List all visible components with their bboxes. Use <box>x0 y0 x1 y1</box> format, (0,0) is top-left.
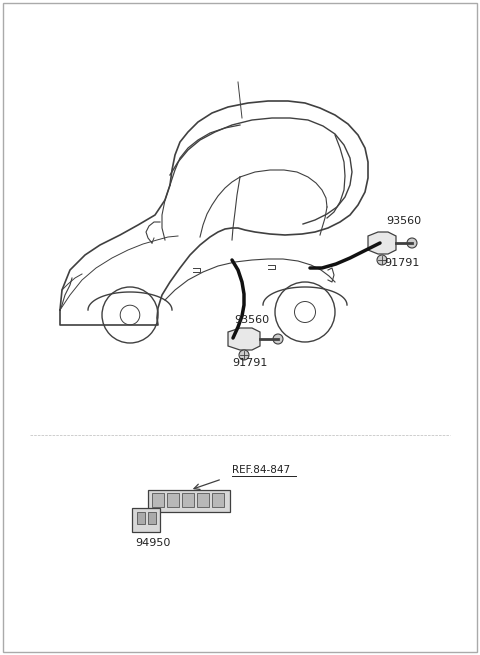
Circle shape <box>377 255 387 265</box>
Bar <box>212 493 224 507</box>
Bar <box>182 493 194 507</box>
Text: 93560: 93560 <box>234 315 270 325</box>
Bar <box>137 512 145 524</box>
Bar <box>132 508 160 532</box>
Text: 91791: 91791 <box>384 258 420 268</box>
Text: 91791: 91791 <box>232 358 268 368</box>
Polygon shape <box>228 328 260 350</box>
Circle shape <box>239 350 249 360</box>
Text: 93560: 93560 <box>386 216 421 226</box>
Circle shape <box>273 334 283 344</box>
Bar <box>152 493 164 507</box>
Text: REF.84-847: REF.84-847 <box>232 465 290 475</box>
Bar <box>197 493 209 507</box>
Bar <box>167 493 179 507</box>
Bar <box>148 490 230 512</box>
Polygon shape <box>368 232 396 254</box>
Bar <box>148 512 156 524</box>
Text: 94950: 94950 <box>135 538 171 548</box>
Circle shape <box>407 238 417 248</box>
